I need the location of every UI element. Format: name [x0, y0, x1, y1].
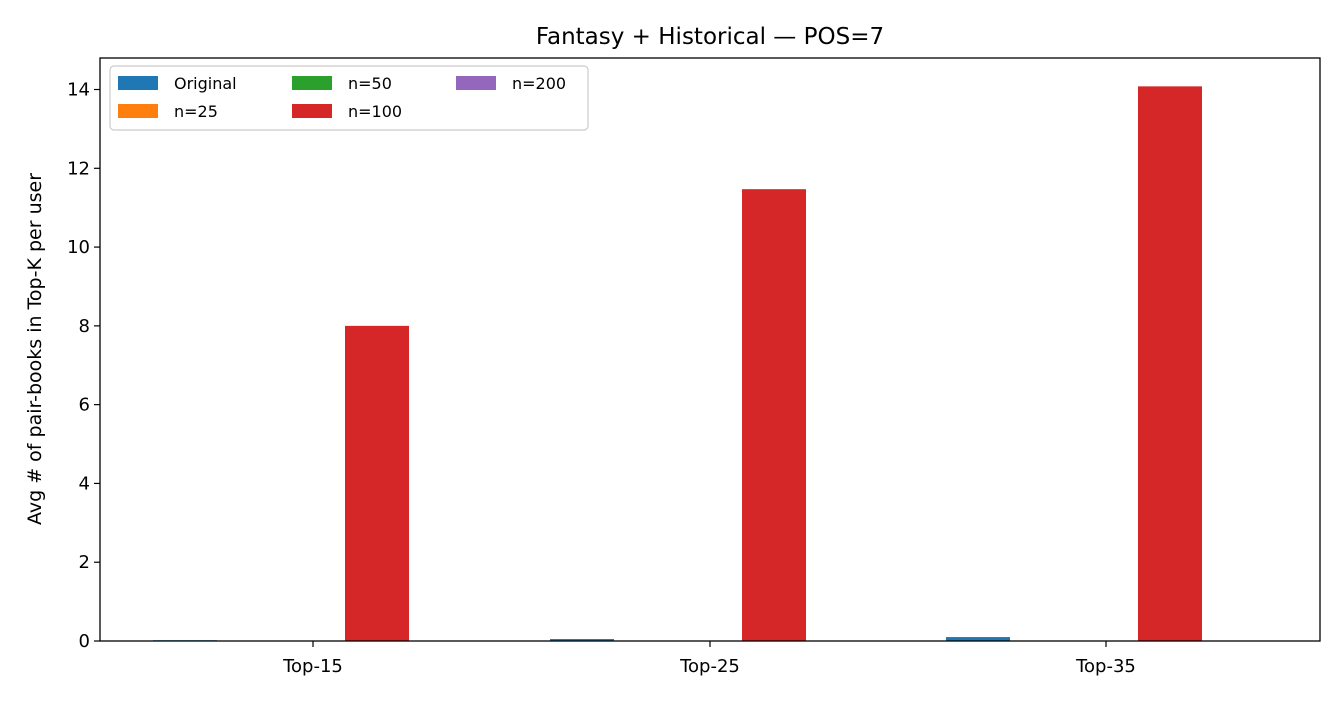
plot-frame [99, 57, 1321, 642]
legend-label: Original [174, 74, 237, 93]
bar-n-100-top-25 [742, 189, 806, 642]
legend-label: n=100 [348, 102, 402, 121]
y-tick-label: 6 [79, 395, 90, 416]
legend-swatch [118, 76, 158, 90]
bar-n-100-top-35 [1138, 86, 1202, 641]
y-tick-label: 4 [79, 473, 90, 494]
y-tick-label: 2 [79, 552, 90, 573]
bar-original-top-35 [946, 637, 1010, 641]
x-tick-label: Top-25 [679, 656, 740, 677]
x-tick-label: Top-15 [282, 656, 343, 677]
y-tick-label: 12 [67, 158, 90, 179]
legend: Original n=25 n=50 n=100 n=200 [109, 65, 589, 131]
bars-group [153, 86, 1202, 642]
y-axis-label: Avg # of pair-books in Top-K per user [24, 173, 46, 525]
y-tick-label: 14 [67, 80, 90, 101]
y-tick-label: 8 [79, 316, 90, 337]
bar-original-top-25 [550, 639, 614, 641]
y-tick-label: 10 [67, 237, 90, 258]
legend-label: n=50 [348, 74, 392, 93]
legend-swatch [456, 76, 496, 90]
legend-swatch [292, 104, 332, 118]
bar-n-100-top-15 [345, 325, 409, 641]
legend-label: n=25 [174, 102, 218, 121]
ticks-group: 0 2 4 6 8 10 12 14 Top-15 Top-25 Top-35 [67, 80, 1136, 677]
chart-title: Fantasy + Historical — POS=7 [536, 24, 884, 50]
x-tick-label: Top-35 [1075, 656, 1136, 677]
legend-label: n=200 [512, 74, 566, 93]
legend-swatch [118, 104, 158, 118]
y-tick-label: 0 [79, 631, 90, 652]
legend-swatch [292, 76, 332, 90]
